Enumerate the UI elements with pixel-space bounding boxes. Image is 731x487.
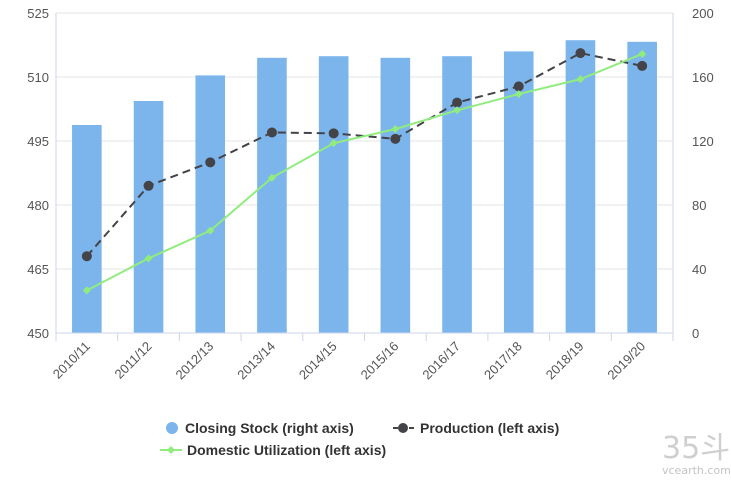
axes bbox=[55, 13, 674, 341]
production-point-2012-13[interactable] bbox=[205, 157, 216, 168]
bar-2014-15[interactable] bbox=[318, 56, 349, 333]
domestic-utilization-point-2013-14[interactable] bbox=[267, 173, 276, 182]
legend-item-production[interactable]: Production (left axis) bbox=[393, 420, 559, 436]
right-tick-label: 200 bbox=[692, 6, 714, 21]
legend-symbol-domestic-utilization bbox=[167, 446, 175, 454]
left-axis-ticks: 450 465 480 495 510 525 bbox=[27, 6, 49, 341]
domestic-utilization-point-2018-19[interactable] bbox=[576, 75, 585, 84]
x-tick-label: 2017/18 bbox=[481, 339, 525, 383]
x-tick-label: 2011/12 bbox=[112, 339, 155, 382]
production-point-2011-12[interactable] bbox=[143, 180, 154, 191]
x-tick-label: 2016/17 bbox=[419, 339, 463, 383]
production-point-2015-16[interactable] bbox=[390, 133, 401, 144]
production-line bbox=[86, 52, 643, 257]
production-point-2013-14[interactable] bbox=[266, 127, 277, 138]
right-axis-ticks: 0 40 80 120 160 200 bbox=[692, 6, 714, 341]
domestic-utilization-point-2016-17[interactable] bbox=[453, 106, 462, 115]
x-tick-label: 2010/11 bbox=[50, 339, 93, 382]
watermark: 35斗 vcearth.com bbox=[662, 431, 731, 477]
legend-item-domestic-utilization[interactable]: Domestic Utilization (left axis) bbox=[160, 442, 386, 458]
left-tick-label: 480 bbox=[27, 198, 49, 213]
bar-2018-19[interactable] bbox=[565, 40, 596, 333]
legend-label-closing-stock: Closing Stock (right axis) bbox=[185, 420, 354, 436]
production-point-2014-15[interactable] bbox=[328, 128, 339, 139]
legend-label-domestic-utilization: Domestic Utilization (left axis) bbox=[187, 442, 386, 458]
domestic-utilization-point-2010-11[interactable] bbox=[82, 286, 91, 295]
domestic-utilization-point-2019-20[interactable] bbox=[638, 49, 647, 58]
bar-2011-12[interactable] bbox=[133, 101, 164, 333]
legend-symbol-production bbox=[398, 423, 408, 433]
left-tick-label: 525 bbox=[27, 6, 49, 21]
legend-label-production: Production (left axis) bbox=[420, 420, 559, 436]
legend-item-closing-stock[interactable]: Closing Stock (right axis) bbox=[166, 420, 354, 436]
bar-2010-11[interactable] bbox=[72, 125, 102, 333]
x-axis-ticks: 2010/11 2011/12 2012/13 2013/14 2014/15 2015/… bbox=[50, 339, 648, 383]
domestic-utilization-point-2012-13[interactable] bbox=[206, 226, 215, 235]
domestic-utilization-point-2011-12[interactable] bbox=[144, 254, 153, 263]
left-tick-label: 465 bbox=[27, 262, 49, 277]
production-point-2018-19[interactable] bbox=[575, 48, 586, 59]
x-tick-label: 2019/20 bbox=[604, 339, 648, 383]
domestic-utilization-point-2014-15[interactable] bbox=[329, 139, 338, 148]
right-tick-label: 120 bbox=[692, 134, 714, 149]
right-tick-label: 80 bbox=[692, 198, 706, 213]
right-tick-label: 0 bbox=[692, 326, 699, 341]
bar-2012-13[interactable] bbox=[195, 75, 226, 334]
bar-2019-20[interactable] bbox=[627, 41, 657, 334]
production-point-2019-20[interactable] bbox=[637, 60, 648, 71]
watermark-logo: 35斗 bbox=[662, 431, 730, 466]
x-tick-label: 2018/19 bbox=[543, 339, 587, 383]
x-tick-label: 2014/15 bbox=[296, 339, 340, 383]
domestic-utilization-line bbox=[86, 53, 643, 292]
domestic-utilization-point-2015-16[interactable] bbox=[391, 125, 400, 134]
x-tick-label: 2015/16 bbox=[358, 339, 402, 383]
domestic-utilization-point-2017-18[interactable] bbox=[514, 90, 523, 99]
legend: Closing Stock (right axis) Production (l… bbox=[160, 420, 559, 458]
x-tick-label: 2012/13 bbox=[173, 339, 217, 383]
bar-2015-16[interactable] bbox=[380, 57, 411, 334]
production-point-2016-17[interactable] bbox=[452, 97, 463, 108]
left-tick-label: 510 bbox=[27, 70, 49, 85]
x-tick-label: 2013/14 bbox=[234, 339, 278, 383]
right-tick-label: 160 bbox=[692, 70, 714, 85]
production-point-2017-18[interactable] bbox=[513, 81, 524, 92]
left-tick-label: 495 bbox=[27, 134, 49, 149]
bar-2013-14[interactable] bbox=[257, 57, 287, 334]
production-point-2010-11[interactable] bbox=[81, 251, 92, 262]
left-tick-label: 450 bbox=[27, 326, 49, 341]
right-tick-label: 40 bbox=[692, 262, 706, 277]
bar-2017-18[interactable] bbox=[503, 51, 534, 334]
legend-symbol-closing-stock bbox=[166, 422, 178, 434]
bars bbox=[72, 40, 657, 334]
lines bbox=[81, 48, 648, 295]
watermark-site: vcearth.com bbox=[662, 464, 731, 477]
